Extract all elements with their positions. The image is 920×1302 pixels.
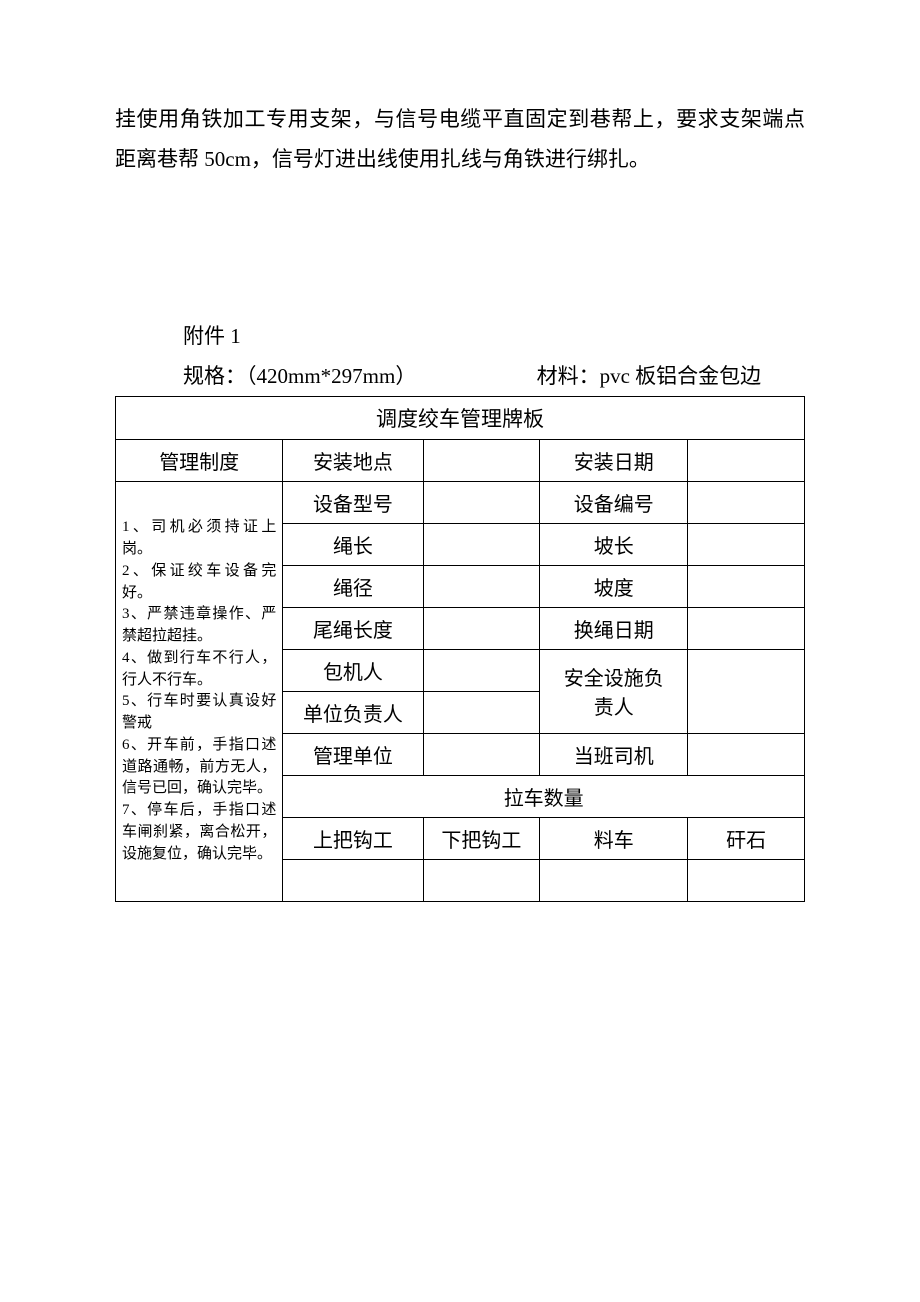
table-title-row: 调度绞车管理牌板: [116, 396, 805, 439]
cell-value: [423, 691, 540, 733]
pull-c4: 矸石: [688, 817, 805, 859]
cell-value: [423, 649, 540, 691]
cell-value: [283, 859, 423, 901]
spec-label: 规格：（420mm*297mm）: [183, 360, 416, 390]
cell-label: 管理单位: [283, 733, 423, 775]
header-col2: 安装地点: [283, 439, 423, 481]
merged-top: 安全设施负: [564, 668, 664, 690]
material-label: 材料：pvc 板铝合金包边: [537, 360, 762, 390]
cell-label: 绳径: [283, 565, 423, 607]
material-value: pvc 板铝合金包边: [600, 364, 762, 388]
cell-value: [688, 649, 805, 733]
cell-label: 设备编号: [540, 481, 688, 523]
cell-value: [688, 481, 805, 523]
cell-value: [688, 859, 805, 901]
rules-cell: 1、司机必须持证上岗。 2、保证绞车设备完好。 3、严禁违章操作、严禁超拉超挂。…: [116, 481, 283, 901]
spec-label-text: 规格：: [183, 364, 246, 388]
cell-value: [423, 523, 540, 565]
pull-c2: 下把钩工: [423, 817, 540, 859]
pull-count-title: 拉车数量: [283, 775, 805, 817]
pull-c1: 上把钩工: [283, 817, 423, 859]
cell-label: 坡长: [540, 523, 688, 565]
spec-value: （420mm*297mm）: [246, 364, 416, 388]
intro-paragraph: 挂使用角铁加工专用支架，与信号电缆平直固定到巷帮上，要求支架端点距离巷帮 50c…: [115, 100, 805, 180]
header-col5: [688, 439, 805, 481]
cell-label: 当班司机: [540, 733, 688, 775]
cell-label: 尾绳长度: [283, 607, 423, 649]
header-col4: 安装日期: [540, 439, 688, 481]
header-col1: 管理制度: [116, 439, 283, 481]
cell-label-merged: 安全设施负责人: [540, 649, 688, 733]
material-label-text: 材料：: [537, 364, 600, 388]
pull-c3: 料车: [540, 817, 688, 859]
cell-label: 坡度: [540, 565, 688, 607]
spec-line: 规格：（420mm*297mm） 材料：pvc 板铝合金包边: [183, 360, 805, 390]
cell-value: [423, 733, 540, 775]
merged-bottom: 责人: [594, 697, 634, 719]
header-col3: [423, 439, 540, 481]
cell-value: [423, 607, 540, 649]
cell-value: [688, 523, 805, 565]
cell-label: 单位负责人: [283, 691, 423, 733]
cell-value: [423, 565, 540, 607]
table-title: 调度绞车管理牌板: [116, 396, 805, 439]
attachment-label: 附件 1: [183, 320, 805, 350]
table-header-row: 管理制度 安装地点 安装日期: [116, 439, 805, 481]
cell-value: [688, 607, 805, 649]
cell-label: 设备型号: [283, 481, 423, 523]
cell-value: [423, 859, 540, 901]
cell-value: [688, 733, 805, 775]
management-board-table: 调度绞车管理牌板 管理制度 安装地点 安装日期 1、司机必须持证上岗。 2、保证…: [115, 396, 805, 902]
cell-label: 换绳日期: [540, 607, 688, 649]
cell-label: 包机人: [283, 649, 423, 691]
table-row: 1、司机必须持证上岗。 2、保证绞车设备完好。 3、严禁违章操作、严禁超拉超挂。…: [116, 481, 805, 523]
cell-value: [423, 481, 540, 523]
cell-label: 绳长: [283, 523, 423, 565]
cell-value: [540, 859, 688, 901]
cell-value: [688, 565, 805, 607]
